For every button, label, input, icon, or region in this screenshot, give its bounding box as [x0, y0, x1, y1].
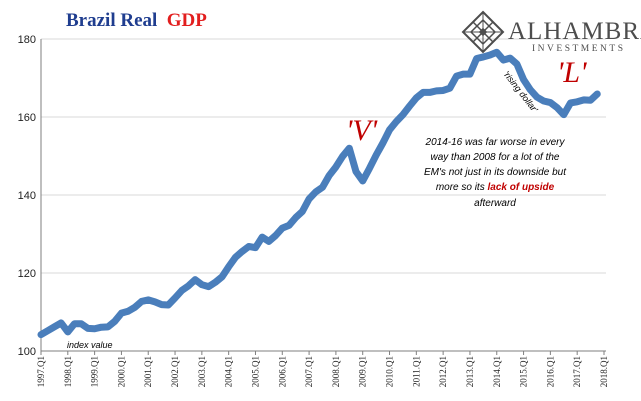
y-tick-label: 160 — [18, 112, 36, 124]
annotation-note-emphasis: lack of upside — [488, 182, 555, 193]
annotation-note: 2014-16 was far worse in every way than … — [424, 137, 567, 209]
x-tick-label: 2016.Q1 — [545, 356, 555, 387]
series-group — [37, 48, 601, 339]
alhambra-logo: ALHAMBRA INVESTMENTS — [461, 10, 641, 54]
series-line-brazil-real-gdp — [37, 48, 601, 339]
x-tick-label: 2004.Q1 — [224, 356, 234, 387]
annotation-index-value: index value — [67, 340, 113, 350]
x-tick-label: 2017.Q1 — [572, 356, 582, 387]
chart-title-main: Brazil Real — [66, 10, 157, 31]
x-tick-label: 2015.Q1 — [519, 356, 529, 387]
diamond-lattice-icon — [461, 10, 505, 54]
annotation-l-shape: 'L' — [557, 56, 587, 89]
logo-name: ALHAMBRA — [508, 18, 641, 45]
annotation-note-line-5: afterward — [474, 198, 516, 209]
logo-subtitle: INVESTMENTS — [532, 44, 625, 54]
x-tick-label: 2002.Q1 — [170, 356, 180, 387]
y-tick-label: 100 — [18, 346, 36, 358]
annotation-note-line-3: EM's not just in its downside but — [424, 167, 567, 178]
x-tick-label: 2011.Q1 — [411, 356, 421, 387]
x-tick-label: 2012.Q1 — [438, 356, 448, 387]
x-tick-label: 2009.Q1 — [358, 356, 368, 387]
x-tick-label: 2003.Q1 — [197, 356, 207, 387]
y-tick-label: 140 — [18, 190, 36, 202]
x-tick-label: 2008.Q1 — [331, 356, 341, 387]
x-tick-label: 2014.Q1 — [492, 356, 502, 387]
chart-title-accent: GDP — [167, 10, 208, 31]
x-tick-label: 1998.Q1 — [63, 356, 73, 387]
x-tick-marks — [40, 351, 605, 355]
annotation-note-line-2: way than 2008 for a lot of the — [431, 152, 560, 163]
x-tick-label: 2018.Q1 — [599, 356, 609, 387]
x-tick-label: 2005.Q1 — [250, 356, 260, 387]
gridlines — [41, 38, 606, 274]
x-tick-label: 2013.Q1 — [465, 356, 475, 387]
x-tick-label: 2010.Q1 — [385, 356, 395, 387]
x-tick-label: 2007.Q1 — [304, 356, 314, 387]
chart-title: Brazil Real GDP — [66, 10, 207, 31]
annotation-note-line-4-prefix: more so its — [436, 182, 488, 193]
y-tick-label: 180 — [18, 34, 36, 46]
x-tick-label: 2006.Q1 — [277, 356, 287, 387]
x-tick-label: 1997.Q1 — [36, 356, 46, 387]
x-tick-label: 1999.Q1 — [90, 356, 100, 387]
x-tick-label: 2001.Q1 — [143, 356, 153, 387]
x-tick-labels: 1997.Q1 1998.Q1 1999.Q1 2000.Q1 2001.Q1 2002.… — [36, 356, 609, 387]
y-tick-label: 120 — [18, 268, 36, 280]
y-tick-labels: 100 120 140 160 180 — [18, 34, 36, 358]
annotation-note-line-1: 2014-16 was far worse in every — [425, 137, 566, 148]
x-tick-label: 2000.Q1 — [116, 356, 126, 387]
annotation-v-shape: 'V' — [346, 114, 378, 147]
annotation-note-line-4: more so its lack of upside — [436, 182, 555, 193]
